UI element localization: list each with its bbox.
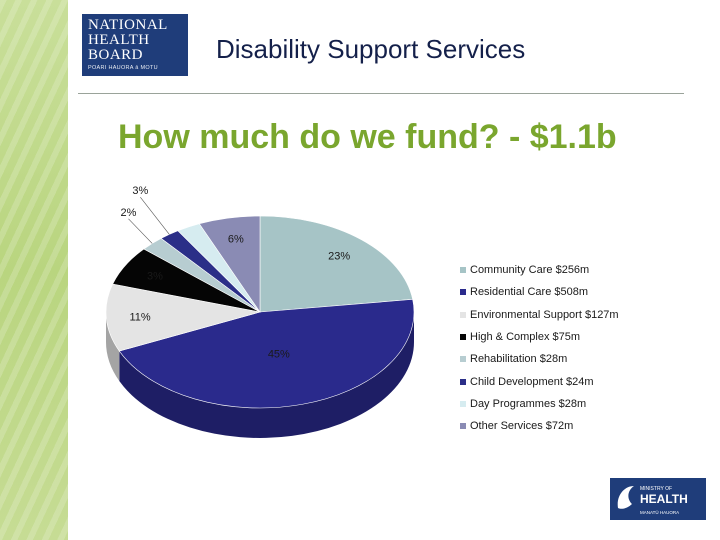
legend-item-3: High & Complex $75m	[460, 326, 619, 348]
legend-label: Other Services $72m	[470, 420, 574, 433]
pie-slice-2	[105, 283, 261, 352]
legend-swatch	[460, 423, 466, 430]
pie-leader-line-4	[128, 218, 153, 244]
pie-side-walls	[106, 312, 414, 438]
pie-data-label-1: 45%	[268, 349, 290, 361]
pie-data-label-2: 11%	[130, 312, 151, 324]
pie-data-label-7: 6%	[228, 234, 244, 246]
legend-swatch	[460, 267, 466, 274]
pie-slice-1	[118, 299, 415, 409]
header-title: Disability Support Services	[216, 34, 526, 64]
pie-leader-line-5	[140, 197, 170, 235]
pie-data-label-5: 3%	[132, 185, 148, 197]
legend-swatch	[460, 289, 466, 296]
legend-label: Day Programmes $28m	[470, 397, 587, 410]
legend-swatch	[460, 311, 466, 318]
logo-line-1: NATIONAL	[88, 17, 168, 33]
ministry-of-health-logo: MINISTRY OF HEALTH MANATŪ HAUORA	[610, 478, 706, 520]
legend-swatch	[460, 378, 466, 385]
moh-line-1: MINISTRY OF	[640, 486, 672, 492]
legend-swatch	[460, 334, 466, 341]
pie-side-2	[106, 312, 120, 382]
moh-line-2: HEALTH	[640, 492, 688, 506]
moh-line-3: MANATŪ HAUORA	[640, 509, 679, 515]
legend-item-5: Child Development $24m	[460, 370, 619, 392]
pie-slice-7	[198, 215, 261, 313]
pie-data-label-0: 23%	[328, 251, 350, 263]
legend-item-2: Environmental Support $127m	[460, 304, 619, 326]
legend-item-7: Other Services $72m	[460, 415, 619, 437]
legend-label: Rehabilitation $28m	[470, 353, 568, 366]
legend-label: Environmental Support $127m	[470, 308, 619, 321]
legend-swatch	[460, 400, 466, 407]
legend-label: Child Development $24m	[470, 375, 594, 388]
legend-item-4: Rehabilitation $28m	[460, 348, 619, 370]
legend-item-0: Community Care $256m	[460, 259, 619, 281]
decorative-side-strip	[0, 0, 68, 540]
chart-legend: Community Care $256m Residential Care $50…	[460, 259, 619, 437]
pie-side-1	[119, 312, 414, 438]
legend-label: Community Care $256m	[470, 264, 590, 277]
logo-line-3: BOARD	[88, 47, 144, 63]
legend-item-1: Residential Care $508m	[460, 281, 619, 303]
legend-swatch	[460, 356, 466, 363]
national-health-board-logo: NATIONAL HEALTH BOARD POARI HAUORA ā MOT…	[82, 14, 188, 76]
header-divider	[78, 93, 684, 94]
pie-slice-0	[259, 215, 414, 313]
slide-title: How much do we fund? - $1.1b	[118, 118, 617, 156]
pie-data-label-3: 3%	[147, 271, 163, 283]
logo-line-2: HEALTH	[88, 32, 150, 48]
legend-label: High & Complex $75m	[470, 331, 581, 344]
legend-label: Residential Care $508m	[470, 286, 589, 299]
legend-item-6: Day Programmes $28m	[460, 393, 619, 415]
moh-koru-icon	[617, 486, 634, 509]
pie-data-label-4: 2%	[121, 207, 137, 219]
logo-subtitle: POARI HAUORA ā MOTU	[88, 65, 158, 71]
